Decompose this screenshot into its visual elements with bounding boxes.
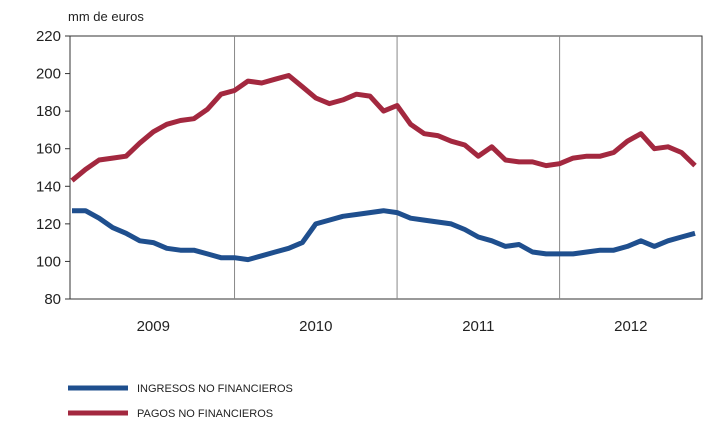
series-lines (70, 73, 697, 263)
x-tick-label: 2010 (299, 318, 332, 335)
x-tick-label: 2009 (137, 318, 170, 335)
y-tick-label: 220 (36, 28, 61, 45)
legend: INGRESOS NO FINANCIEROS PAGOS NO FINANCIE… (68, 383, 293, 420)
y-tick-label: 100 (36, 253, 61, 270)
y-tick-label: 80 (44, 291, 61, 308)
x-tick-label: 2012 (614, 318, 647, 335)
y-tick-label: 120 (36, 216, 61, 233)
y-tick-label: 180 (36, 103, 61, 120)
legend-label: INGRESOS NO FINANCIEROS (137, 383, 293, 395)
y-axis-unit-label: mm de euros (68, 9, 144, 24)
plot-area (69, 35, 703, 300)
y-tick-label: 140 (36, 178, 61, 195)
legend-label: PAGOS NO FINANCIEROS (137, 408, 273, 420)
ingresos-series-line (72, 208, 696, 263)
x-axis-ticks: 2009 2010 2011 2012 (137, 318, 648, 335)
x-tick-label: 2011 (462, 318, 494, 335)
plot-border (69, 35, 703, 300)
y-tick-label: 200 (36, 66, 61, 83)
y-tick-label: 160 (36, 141, 61, 158)
pagos-series-line (70, 73, 697, 183)
y-axis-ticks: 80 100 120 140 160 180 200 220 (36, 28, 70, 308)
